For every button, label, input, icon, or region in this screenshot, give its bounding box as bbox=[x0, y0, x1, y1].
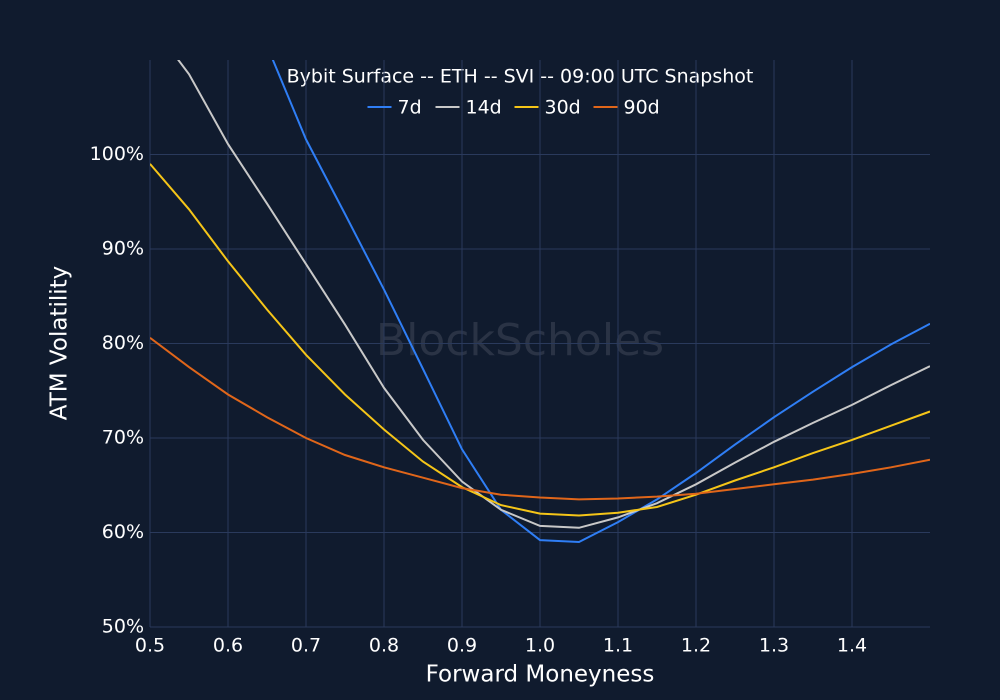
x-tick-label: 1.0 bbox=[525, 635, 555, 657]
legend-label: 14d bbox=[466, 97, 502, 119]
y-tick-label: 50% bbox=[102, 616, 144, 638]
x-tick-label: 1.3 bbox=[759, 635, 789, 657]
watermark: BlockScholes bbox=[376, 315, 664, 366]
series-line bbox=[150, 163, 930, 517]
series-line bbox=[150, 337, 930, 501]
y-tick-label: 80% bbox=[102, 332, 144, 354]
x-axis-title: Forward Moneyness bbox=[426, 662, 655, 688]
x-tick-label: 0.7 bbox=[291, 635, 321, 657]
y-tick-label: 60% bbox=[102, 521, 144, 543]
x-tick-label: 0.9 bbox=[447, 635, 477, 657]
legend-label: 7d bbox=[398, 97, 422, 119]
legend-label: 30d bbox=[545, 97, 581, 119]
y-tick-label: 90% bbox=[102, 238, 144, 260]
x-tick-label: 1.2 bbox=[681, 635, 711, 657]
y-tick-label: 70% bbox=[102, 427, 144, 449]
series-line bbox=[271, 60, 930, 544]
x-tick-label: 0.6 bbox=[213, 635, 243, 657]
y-tick-label: 100% bbox=[90, 143, 144, 165]
y-axis-title: ATM Volatility bbox=[47, 266, 73, 420]
chart-title: Bybit Surface -- ETH -- SVI -- 09:00 UTC… bbox=[287, 66, 754, 88]
x-tick-label: 1.4 bbox=[837, 635, 867, 657]
legend-label: 90d bbox=[624, 97, 660, 119]
x-tick-label: 0.5 bbox=[135, 635, 165, 657]
x-tick-label: 1.1 bbox=[603, 635, 633, 657]
series-line bbox=[177, 60, 930, 529]
x-tick-label: 0.8 bbox=[369, 635, 399, 657]
